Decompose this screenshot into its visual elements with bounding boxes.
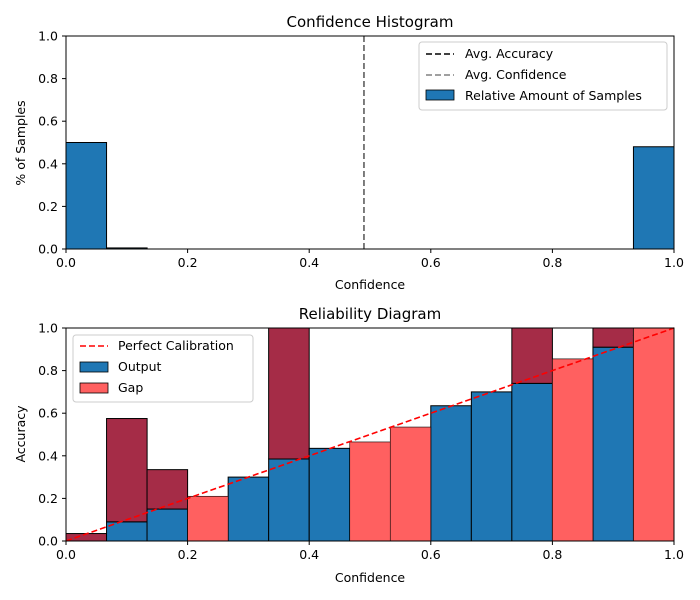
hist-ytick-label: 0.6 — [38, 114, 58, 129]
rel-xtick-label: 1.0 — [664, 547, 684, 562]
hist-legend-accuracy: Avg. Accuracy — [465, 46, 554, 61]
rel-gap-bar — [146, 469, 189, 510]
hist-legend-confidence: Avg. Confidence — [465, 67, 567, 82]
rel-gap-bar — [552, 358, 594, 542]
hist-xtick-label: 0.0 — [56, 255, 76, 270]
rel-output-bar — [592, 346, 635, 542]
rel-gap-bar — [349, 441, 391, 542]
hist-xtick-label: 0.6 — [421, 255, 441, 270]
hist-bar — [65, 142, 108, 250]
rel-xtick-label: 0.0 — [56, 547, 76, 562]
rel-legend-gap-swatch — [79, 382, 109, 394]
rel-ytick-label: 0.0 — [38, 534, 58, 549]
rel-legend-gap: Gap — [118, 380, 143, 395]
hist-ytick-label: 0.8 — [38, 71, 58, 86]
hist-legend: Avg. Accuracy Avg. Confidence Relative A… — [418, 41, 668, 111]
rel-xtick-label: 0.6 — [421, 547, 441, 562]
reliability-diagram: Reliability Diagram 0.0 0.2 0.4 0.6 0.8 1.0 0.… — [13, 305, 684, 585]
rel-output-bar — [511, 382, 553, 542]
hist-ylabel: % of Samples — [13, 100, 28, 185]
rel-xtick-label: 0.8 — [542, 547, 562, 562]
rel-ytick-label: 0.8 — [38, 363, 58, 378]
rel-title: Reliability Diagram — [299, 305, 441, 323]
rel-xlabel: Confidence — [335, 570, 406, 585]
rel-gap-bar — [106, 418, 148, 523]
hist-legend-samples: Relative Amount of Samples — [465, 88, 642, 103]
rel-output-bar — [470, 391, 513, 542]
rel-legend-output: Output — [118, 359, 162, 374]
rel-legend-box — [72, 334, 254, 403]
rel-output-bar — [268, 458, 310, 542]
rel-ytick-label: 0.2 — [38, 491, 58, 506]
hist-xtick-label: 0.4 — [299, 255, 319, 270]
rel-perfect-calibration-line — [65, 327, 675, 542]
rel-gap-bar — [633, 327, 675, 542]
hist-plot-frame — [65, 35, 675, 250]
rel-output-bar — [227, 476, 270, 542]
hist-xtick-label: 0.2 — [178, 255, 198, 270]
hist-ytick-label: 0.4 — [38, 156, 58, 171]
hist-title: Confidence Histogram — [287, 13, 454, 31]
rel-legend: Perfect Calibration Output Gap — [72, 334, 254, 403]
hist-legend-samples-swatch — [425, 89, 455, 101]
rel-legend-output-swatch — [79, 361, 109, 373]
hist-legend-box — [418, 41, 668, 111]
rel-gap-bar — [389, 426, 432, 542]
rel-output-bar — [308, 447, 351, 542]
rel-legend-perfect: Perfect Calibration — [118, 338, 234, 353]
hist-xtick-label: 0.8 — [542, 255, 562, 270]
hist-ytick-label: 0.0 — [38, 242, 58, 257]
hist-ytick-label: 0.2 — [38, 199, 58, 214]
rel-plot-frame — [65, 327, 675, 542]
rel-gap-bar — [187, 495, 229, 542]
rel-xtick-label: 0.4 — [299, 547, 319, 562]
hist-xtick-label: 1.0 — [664, 255, 684, 270]
rel-output-bar — [430, 405, 472, 542]
rel-ylabel: Accuracy — [13, 405, 28, 463]
hist-bar — [632, 146, 675, 250]
rel-gap-bar — [268, 327, 310, 460]
rel-ytick-label: 0.6 — [38, 406, 58, 421]
rel-output-bar — [146, 508, 189, 542]
confidence-histogram: Confidence Histogram 0.0 0.2 0.4 0.6 0.8 1.0 0… — [13, 13, 684, 292]
rel-ytick-label: 0.4 — [38, 448, 58, 463]
hist-ytick-label: 1.0 — [38, 29, 58, 44]
rel-ytick-label: 1.0 — [38, 321, 58, 336]
rel-gap-bar — [511, 327, 553, 384]
hist-xlabel: Confidence — [335, 277, 406, 292]
rel-xtick-label: 0.2 — [178, 547, 198, 562]
